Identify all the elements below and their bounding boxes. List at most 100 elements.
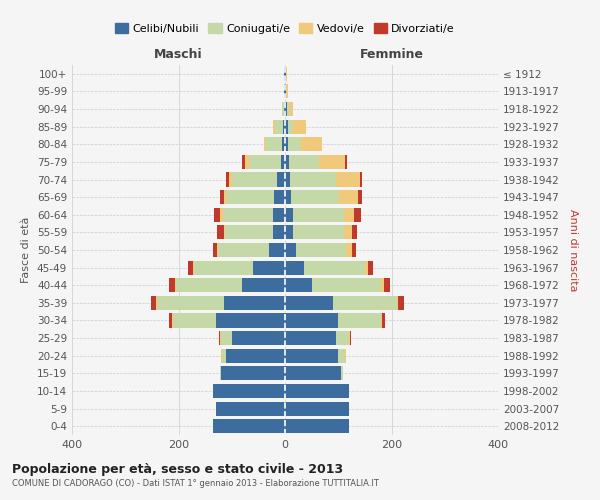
Bar bbox=[381, 314, 382, 328]
Bar bbox=[151, 296, 156, 310]
Bar bbox=[368, 260, 373, 274]
Bar bbox=[285, 102, 287, 116]
Bar bbox=[293, 120, 307, 134]
Bar bbox=[344, 348, 346, 363]
Legend: Celibi/Nubili, Coniugati/e, Vedovi/e, Divorziati/e: Celibi/Nubili, Coniugati/e, Vedovi/e, Di… bbox=[110, 19, 460, 38]
Bar bbox=[175, 278, 176, 292]
Bar bbox=[335, 172, 359, 186]
Bar bbox=[319, 155, 345, 169]
Bar bbox=[333, 296, 397, 310]
Bar bbox=[286, 84, 287, 98]
Bar bbox=[188, 260, 193, 274]
Bar bbox=[285, 226, 293, 239]
Bar bbox=[381, 278, 383, 292]
Bar bbox=[273, 226, 285, 239]
Bar bbox=[287, 120, 293, 134]
Bar bbox=[285, 67, 286, 81]
Bar bbox=[359, 172, 362, 186]
Bar bbox=[277, 172, 285, 186]
Bar bbox=[293, 226, 344, 239]
Bar bbox=[285, 314, 338, 328]
Bar bbox=[354, 208, 361, 222]
Bar bbox=[232, 172, 277, 186]
Bar bbox=[281, 155, 285, 169]
Bar bbox=[285, 208, 293, 222]
Bar bbox=[242, 155, 245, 169]
Bar bbox=[287, 102, 289, 116]
Bar bbox=[285, 137, 287, 152]
Bar bbox=[285, 260, 304, 274]
Bar bbox=[285, 384, 349, 398]
Bar bbox=[358, 190, 362, 204]
Bar bbox=[285, 278, 311, 292]
Bar bbox=[224, 226, 226, 239]
Bar bbox=[216, 402, 285, 415]
Bar bbox=[311, 278, 381, 292]
Bar bbox=[224, 190, 226, 204]
Bar bbox=[338, 348, 344, 363]
Bar bbox=[273, 208, 285, 222]
Bar bbox=[287, 137, 301, 152]
Bar bbox=[274, 190, 285, 204]
Bar bbox=[350, 331, 351, 345]
Bar bbox=[217, 243, 218, 257]
Bar bbox=[223, 208, 273, 222]
Bar bbox=[226, 172, 229, 186]
Y-axis label: Fasce di età: Fasce di età bbox=[22, 217, 31, 283]
Text: Popolazione per età, sesso e stato civile - 2013: Popolazione per età, sesso e stato civil… bbox=[12, 462, 343, 475]
Bar bbox=[285, 348, 338, 363]
Bar bbox=[335, 331, 349, 345]
Bar bbox=[172, 314, 173, 328]
Bar bbox=[398, 296, 404, 310]
Bar bbox=[226, 348, 285, 363]
Bar bbox=[269, 243, 285, 257]
Bar bbox=[214, 208, 220, 222]
Bar bbox=[245, 155, 249, 169]
Bar bbox=[285, 402, 349, 415]
Bar bbox=[304, 260, 365, 274]
Bar bbox=[285, 120, 287, 134]
Bar bbox=[341, 366, 343, 380]
Bar bbox=[173, 314, 216, 328]
Bar bbox=[221, 348, 222, 363]
Bar bbox=[220, 331, 221, 345]
Bar bbox=[344, 226, 352, 239]
Bar bbox=[218, 243, 269, 257]
Bar bbox=[292, 190, 340, 204]
Bar bbox=[340, 190, 358, 204]
Bar bbox=[383, 278, 390, 292]
Bar bbox=[285, 419, 349, 433]
Bar bbox=[345, 155, 347, 169]
Bar bbox=[176, 278, 242, 292]
Bar bbox=[224, 296, 285, 310]
Text: COMUNE DI CADORAGO (CO) - Dati ISTAT 1° gennaio 2013 - Elaborazione TUTTITALIA.I: COMUNE DI CADORAGO (CO) - Dati ISTAT 1° … bbox=[12, 479, 379, 488]
Bar bbox=[156, 296, 157, 310]
Bar bbox=[266, 137, 283, 152]
Bar bbox=[346, 243, 352, 257]
Text: Femmine: Femmine bbox=[359, 48, 424, 62]
Bar bbox=[275, 120, 283, 134]
Bar bbox=[283, 137, 285, 152]
Bar bbox=[352, 226, 357, 239]
Bar bbox=[169, 314, 172, 328]
Bar bbox=[232, 331, 285, 345]
Bar bbox=[285, 155, 289, 169]
Bar bbox=[285, 366, 341, 380]
Bar bbox=[213, 419, 285, 433]
Bar bbox=[397, 296, 398, 310]
Bar bbox=[220, 208, 223, 222]
Bar bbox=[273, 120, 275, 134]
Text: Maschi: Maschi bbox=[154, 48, 203, 62]
Bar bbox=[286, 67, 287, 81]
Bar bbox=[217, 226, 224, 239]
Bar bbox=[382, 314, 385, 328]
Bar bbox=[285, 331, 335, 345]
Bar bbox=[216, 314, 285, 328]
Bar bbox=[253, 260, 285, 274]
Bar bbox=[283, 102, 284, 116]
Bar bbox=[221, 366, 285, 380]
Bar bbox=[365, 260, 368, 274]
Bar bbox=[193, 260, 194, 274]
Bar bbox=[301, 137, 322, 152]
Bar bbox=[222, 348, 226, 363]
